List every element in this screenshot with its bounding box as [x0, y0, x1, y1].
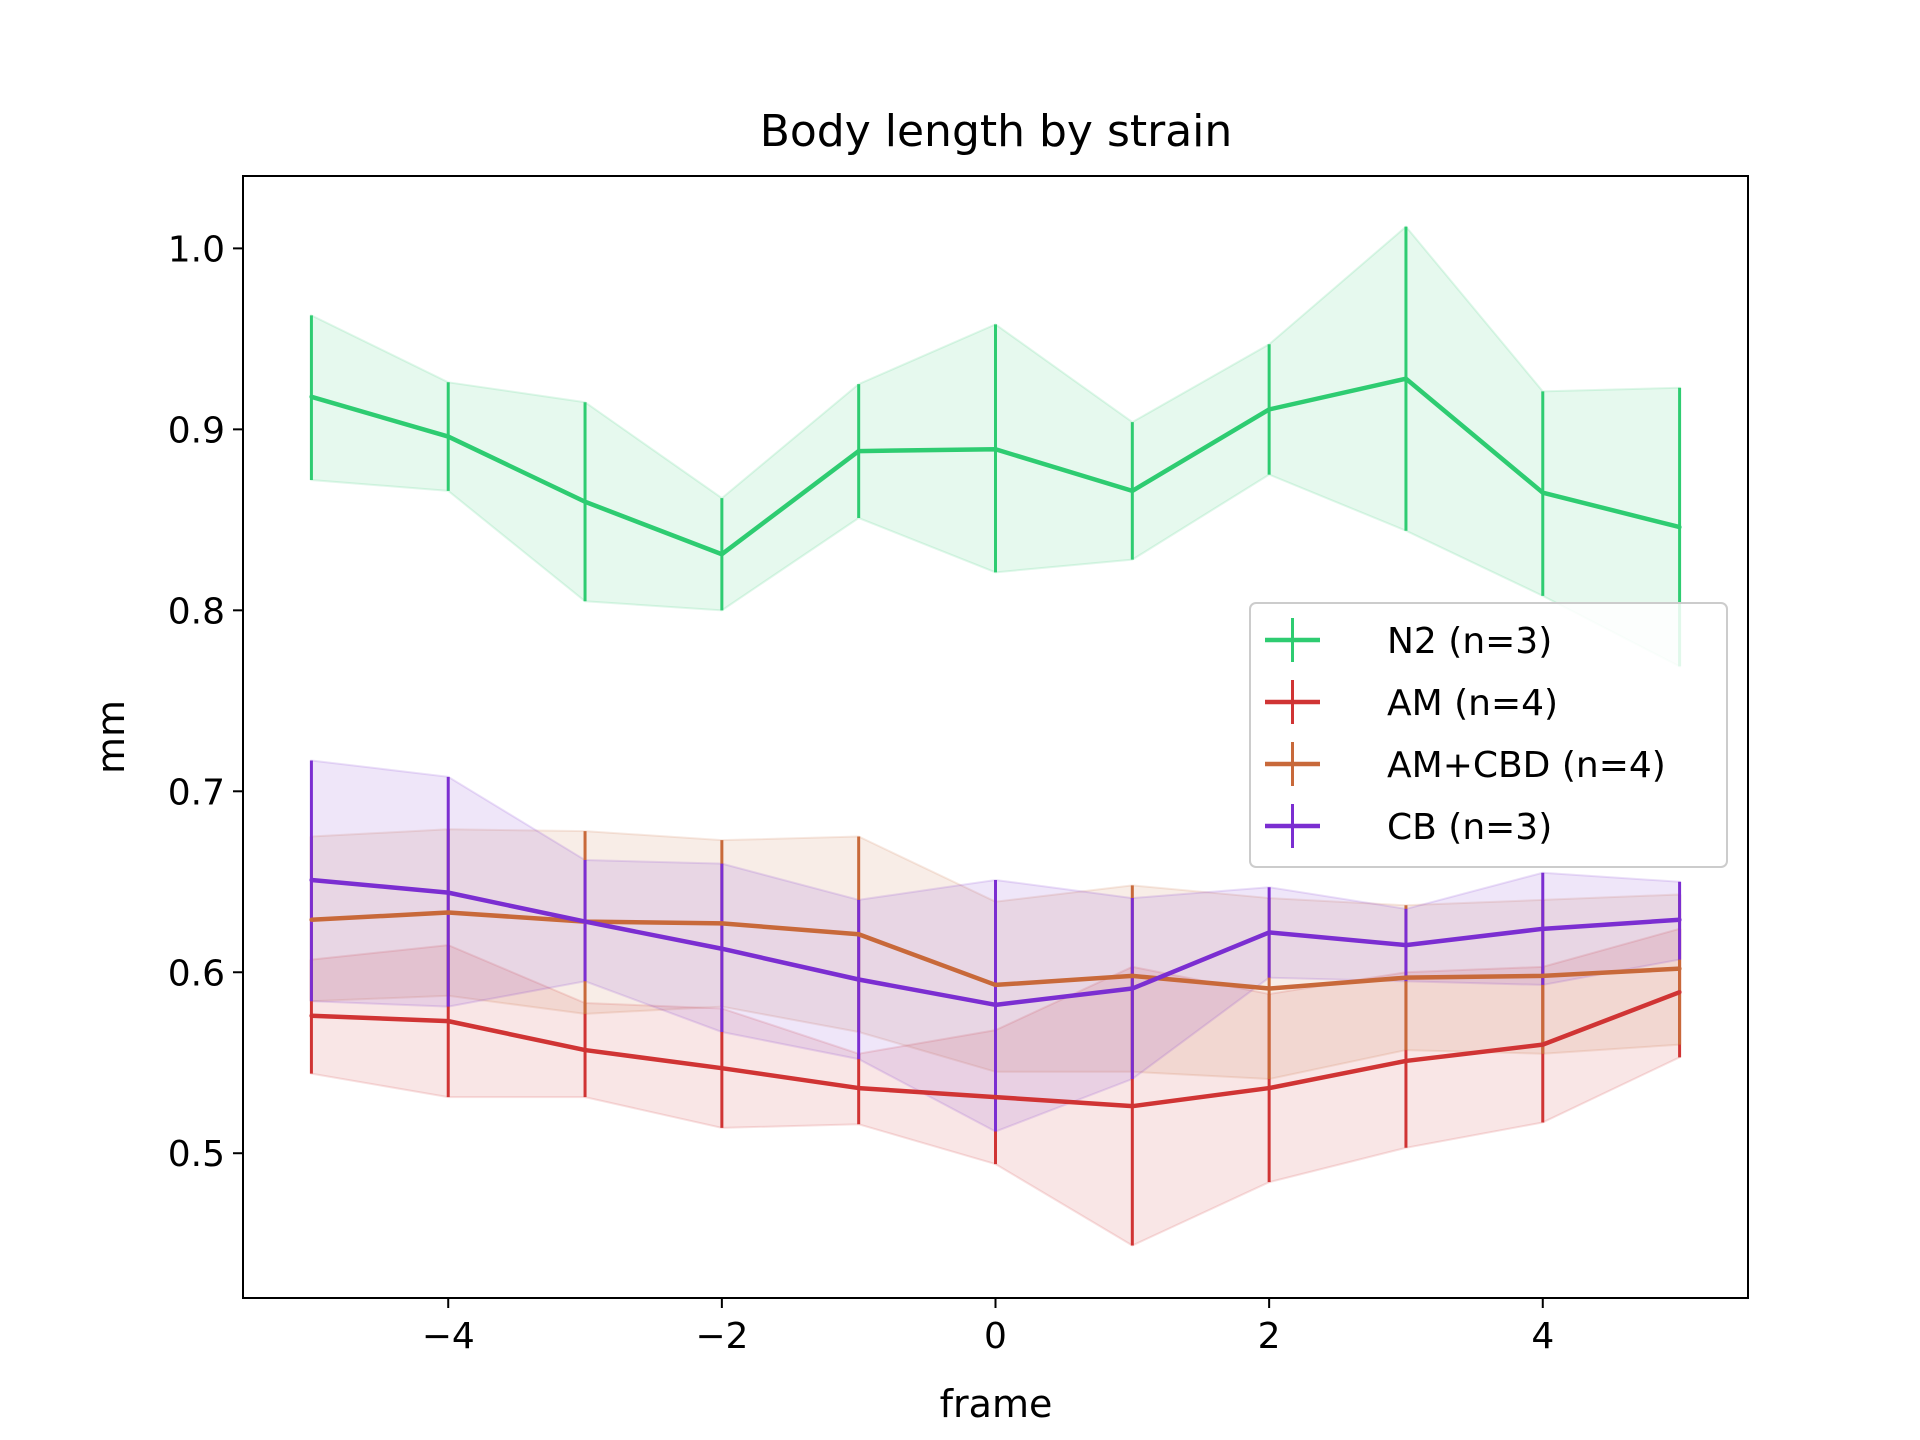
x-tick-label: −2 [695, 1316, 748, 1357]
data-point-am-cbd-n-4 [1130, 973, 1135, 978]
data-point-cb-n-3 [446, 890, 451, 895]
legend-label-n2-n-3: N2 (n=3) [1387, 621, 1552, 662]
data-point-am-cbd-n-4 [1403, 975, 1408, 980]
data-point-n2-n-3 [856, 449, 861, 454]
data-point-am-cbd-n-4 [446, 910, 451, 915]
data-point-cb-n-3 [993, 1002, 998, 1007]
data-point-am-n-4 [1267, 1086, 1272, 1091]
data-point-n2-n-3 [583, 499, 588, 504]
data-point-am-cbd-n-4 [856, 932, 861, 937]
x-axis-label: frame [940, 1382, 1053, 1426]
y-tick-label: 1.0 [168, 229, 225, 270]
y-axis-label: mm [89, 700, 133, 774]
data-point-cb-n-3 [1130, 986, 1135, 991]
data-point-cb-n-3 [1403, 943, 1408, 948]
data-point-am-n-4 [583, 1048, 588, 1053]
data-point-am-n-4 [1540, 1042, 1545, 1047]
data-point-cb-n-3 [719, 946, 724, 951]
data-point-n2-n-3 [1403, 376, 1408, 381]
data-point-n2-n-3 [993, 447, 998, 452]
legend-label-am-n-4: AM (n=4) [1387, 683, 1558, 724]
data-point-am-n-4 [719, 1066, 724, 1071]
y-tick-label: 0.5 [168, 1134, 225, 1175]
y-tick-label: 0.7 [168, 772, 225, 813]
data-point-n2-n-3 [446, 434, 451, 439]
x-tick-label: 2 [1258, 1316, 1281, 1357]
data-point-am-cbd-n-4 [719, 921, 724, 926]
data-point-cb-n-3 [583, 919, 588, 924]
data-point-am-cbd-n-4 [1540, 973, 1545, 978]
data-point-am-cbd-n-4 [1267, 986, 1272, 991]
data-point-cb-n-3 [1540, 926, 1545, 931]
data-point-am-cbd-n-4 [993, 982, 998, 987]
data-point-am-n-4 [856, 1086, 861, 1091]
x-tick-label: 0 [984, 1316, 1007, 1357]
data-point-n2-n-3 [309, 394, 314, 399]
data-point-cb-n-3 [856, 977, 861, 982]
data-point-am-n-4 [1403, 1058, 1408, 1063]
y-axis-ticks: 0.5 0.6 0.7 0.8 0.9 1.0 [168, 229, 243, 1175]
legend-box [1249, 602, 1728, 868]
x-tick-label: −4 [422, 1316, 475, 1357]
data-point-cb-n-3 [309, 877, 314, 882]
y-tick-label: 0.6 [168, 953, 225, 994]
data-point-am-cbd-n-4 [1677, 966, 1682, 971]
series-lines [309, 376, 1682, 1109]
x-axis-ticks: −4 −2 0 2 4 [422, 1298, 1554, 1357]
data-point-n2-n-3 [719, 552, 724, 557]
data-point-am-n-4 [1130, 1104, 1135, 1109]
legend-label-cb-n-3: CB (n=3) [1387, 807, 1552, 848]
data-point-am-n-4 [446, 1019, 451, 1024]
data-point-cb-n-3 [1267, 930, 1272, 935]
chart-title: Body length by strain [760, 106, 1233, 157]
data-point-am-n-4 [309, 1013, 314, 1018]
y-tick-label: 0.9 [168, 410, 225, 451]
data-point-n2-n-3 [1677, 525, 1682, 530]
data-point-n2-n-3 [1130, 488, 1135, 493]
data-point-am-n-4 [1677, 990, 1682, 995]
legend-label-am-cbd-n-4: AM+CBD (n=4) [1387, 745, 1666, 786]
x-tick-label: 4 [1531, 1316, 1554, 1357]
y-tick-label: 0.8 [168, 591, 225, 632]
data-point-am-n-4 [993, 1095, 998, 1100]
data-point-n2-n-3 [1267, 407, 1272, 412]
data-point-cb-n-3 [1677, 917, 1682, 922]
data-point-n2-n-3 [1540, 490, 1545, 495]
legend: N2 (n=3) AM (n=4) AM+CBD (n=4) CB (n=3) [1249, 602, 1728, 868]
data-point-am-cbd-n-4 [309, 917, 314, 922]
